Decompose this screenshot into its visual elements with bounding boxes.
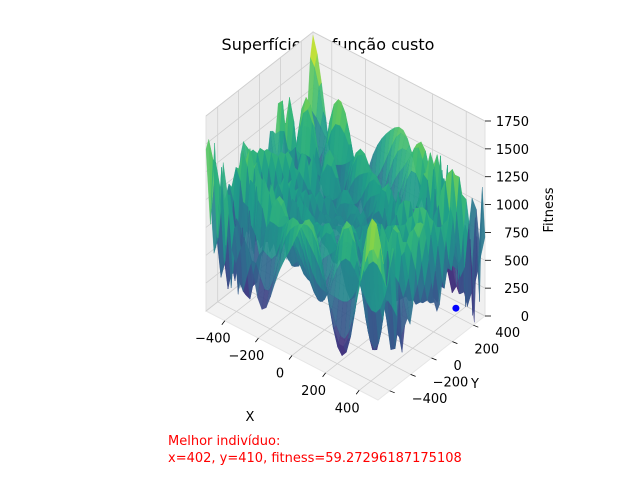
y-axis-label: Y xyxy=(470,377,479,392)
best-individual-annotation: Melhor indivíduo: x=402, y=410, fitness=… xyxy=(168,433,462,467)
x-tick-mark xyxy=(355,390,360,395)
annotation-line-1: Melhor indivíduo: xyxy=(168,434,281,449)
y-tick-mark xyxy=(473,324,479,328)
z-tick-label: 1750 xyxy=(496,115,529,130)
y-tick-label: 0 xyxy=(454,359,462,374)
z-grid-line xyxy=(205,31,486,122)
x-axis-label: X xyxy=(246,410,255,425)
axis-ticks: −400−2000200400−400−20002004000250500750… xyxy=(195,115,529,416)
x-tick-label: 200 xyxy=(301,384,326,399)
y-tick-label: −200 xyxy=(433,375,469,390)
y-tick-mark xyxy=(452,341,458,344)
x-tick-label: 400 xyxy=(335,401,360,416)
z-tick-label: 0 xyxy=(521,310,529,325)
z-tick-label: 1500 xyxy=(496,143,529,158)
x-tick-label: −200 xyxy=(229,349,265,364)
z-tick-label: 1250 xyxy=(496,171,529,186)
z-tick-label: 500 xyxy=(504,254,529,269)
best-point-marker xyxy=(452,304,460,312)
x-tick-mark xyxy=(221,320,226,325)
z-tick-label: 1000 xyxy=(496,199,529,214)
y-tick-label: 200 xyxy=(474,343,499,358)
cost-surface xyxy=(205,35,486,357)
x-tick-mark xyxy=(288,355,293,360)
y-tick-mark xyxy=(431,357,437,361)
x-tick-mark xyxy=(322,372,326,378)
surface-patch xyxy=(373,223,381,260)
y-tick-mark xyxy=(410,374,416,377)
x-tick-mark xyxy=(255,337,259,343)
z-tick-label: 250 xyxy=(504,282,529,297)
z-axis-label: Fitness xyxy=(542,187,557,232)
x-tick-label: −400 xyxy=(195,332,231,347)
z-tick-label: 750 xyxy=(504,226,529,241)
y-tick-label: 400 xyxy=(495,326,520,341)
annotation-line-2: x=402, y=410, fitness=59.27296187175108 xyxy=(168,451,462,466)
y-tick-mark xyxy=(389,390,395,394)
x-tick-label: 0 xyxy=(276,367,284,382)
y-tick-label: −400 xyxy=(412,392,448,407)
